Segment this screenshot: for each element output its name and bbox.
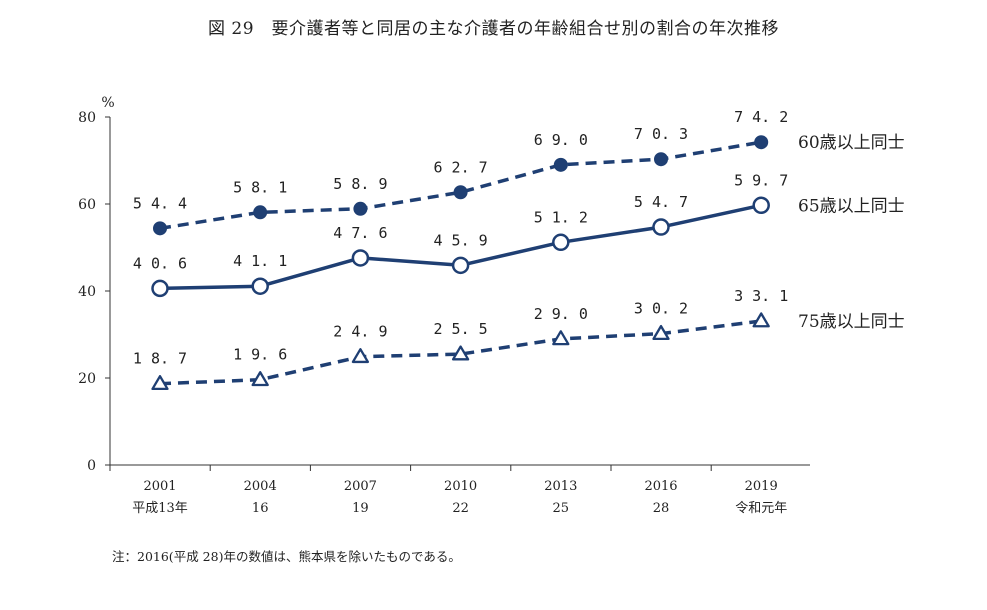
data-label: 2 4. 9: [333, 323, 387, 341]
data-label: 7 4. 2: [734, 108, 788, 126]
x-tick-label-year: 2004: [244, 479, 277, 494]
data-point: [652, 218, 670, 236]
data-point: [754, 135, 769, 150]
data-label: 4 0. 6: [133, 254, 187, 272]
data-label: 4 1. 1: [233, 252, 287, 270]
chart-note: 注：2016(平成 28)年の数値は、熊本県を除いたものである。: [112, 549, 461, 564]
data-point: [752, 196, 770, 215]
x-tick-label-era: 16: [252, 501, 269, 516]
data-point: [553, 157, 568, 172]
x-tick-label-era: 22: [452, 501, 469, 516]
data-point: [453, 185, 468, 200]
x-tick-label-year: 2010: [444, 479, 477, 494]
data-point: [451, 256, 470, 275]
data-point: [351, 249, 370, 267]
x-tick-label-era: 平成13年: [132, 501, 188, 516]
y-axis-unit: %: [101, 95, 114, 111]
data-label: 3 0. 2: [634, 300, 688, 318]
y-tick-label: 60: [78, 197, 96, 213]
x-tick-label-year: 2001: [143, 479, 176, 494]
data-label: 2 9. 0: [534, 305, 588, 323]
x-tick-label-era: 19: [352, 501, 369, 516]
data-label: 2 5. 5: [434, 320, 488, 338]
chart-title: 図 29 要介護者等と同居の主な介護者の年齢組合せ別の割合の年次推移: [207, 19, 780, 39]
x-tick-label-era: 28: [653, 501, 670, 516]
data-point: [251, 277, 269, 295]
data-point: [652, 324, 670, 341]
data-label: 6 9. 0: [534, 131, 588, 149]
x-tick-label-era: 令和元年: [735, 501, 787, 516]
data-point: [151, 279, 169, 298]
data-label: 5 4. 7: [634, 193, 688, 211]
data-point: [552, 330, 570, 346]
x-tick-label-year: 2007: [344, 479, 377, 494]
data-label: 5 9. 7: [734, 171, 788, 189]
data-label: 3 3. 1: [734, 287, 788, 305]
data-label: 5 4. 4: [133, 194, 187, 212]
data-point: [353, 201, 368, 216]
x-tick-label-year: 2019: [745, 479, 778, 494]
y-tick-label: 20: [78, 371, 96, 387]
chart-axes: 0 20 40 60 80% 2001 平成13年 2004 16 2007 19 2010 22 201…: [78, 95, 810, 516]
data-point: [253, 205, 268, 220]
data-point: [251, 371, 269, 387]
data-label: 7 0. 3: [634, 125, 688, 143]
data-label: 4 5. 9: [434, 231, 488, 249]
x-tick-label-era: 25: [553, 501, 570, 516]
data-point: [552, 233, 570, 252]
data-label: 5 8. 9: [333, 175, 387, 193]
data-label: 5 1. 2: [534, 208, 588, 226]
series-name-label: 60歳以上同士: [798, 133, 905, 153]
y-tick-label: 40: [78, 284, 96, 300]
data-point: [153, 221, 167, 236]
data-label: 1 9. 6: [233, 346, 287, 364]
x-tick-label-year: 2016: [644, 479, 677, 494]
data-point: [151, 375, 169, 391]
x-tick-label-year: 2013: [544, 479, 577, 494]
chart-labels: 5 4. 4 5 8. 1 5 8. 9 6 2. 7 6 9. 0 7 0. 3 7 4.…: [133, 108, 905, 367]
chart-series: [151, 135, 770, 391]
y-tick-label: 0: [87, 458, 96, 474]
data-point: [451, 345, 470, 361]
data-point: [752, 312, 770, 328]
series-name-label: 75歳以上同士: [798, 312, 905, 332]
data-point: [654, 152, 668, 167]
data-label: 4 7. 6: [333, 224, 387, 242]
data-point: [351, 348, 370, 364]
line-chart: 0 20 40 60 80% 2001 平成13年 2004 16 2007 19 2010 22 201…: [78, 95, 905, 516]
series-name-label: 65歳以上同士: [798, 196, 905, 216]
y-tick-label: 80: [78, 110, 96, 126]
data-label: 6 2. 7: [434, 158, 488, 176]
data-label: 1 8. 7: [133, 350, 187, 368]
data-label: 5 8. 1: [233, 178, 287, 196]
